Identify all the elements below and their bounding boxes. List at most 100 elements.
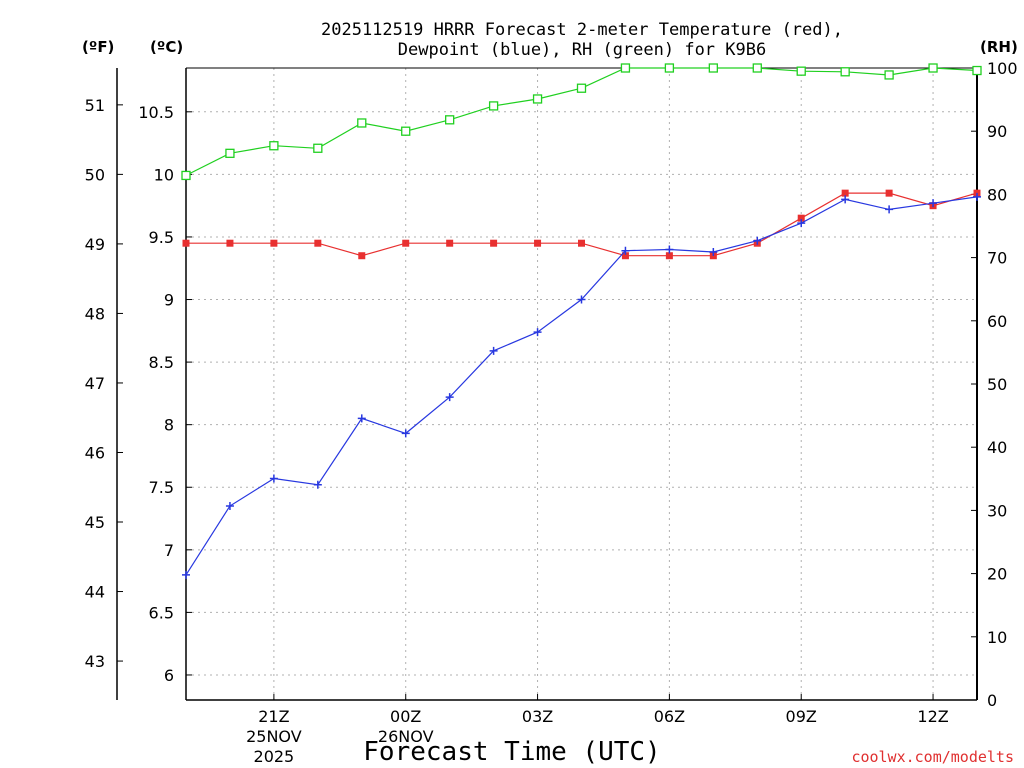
- rh-tick-label-0: 0: [987, 691, 997, 710]
- fahrenheit-tick-label-6: 49: [85, 235, 105, 254]
- dewpoint-point-12: [709, 247, 718, 256]
- dewpoint-point-9: [577, 295, 586, 304]
- celsius-tick-label-6: 9: [164, 291, 174, 310]
- rh-tick-label-4: 40: [987, 438, 1007, 457]
- x-tick-label-5: 12Z: [917, 707, 948, 726]
- temperature-point-10: [621, 252, 629, 260]
- celsius-tick-label-1: 6.5: [149, 603, 174, 622]
- credit-text: coolwx.com/modelts: [851, 748, 1014, 766]
- fahrenheit-tick-label-4: 47: [85, 374, 105, 393]
- celsius-tick-label-4: 8: [164, 416, 174, 435]
- celsius-tick-label-7: 9.5: [149, 228, 174, 247]
- celsius-tick-label-0: 6: [164, 666, 174, 685]
- temperature-point-8: [534, 239, 542, 247]
- celsius-tick-label-2: 7: [164, 541, 174, 560]
- celsius-tick-label-8: 10: [154, 165, 174, 184]
- x-tick-label-2: 03Z: [522, 707, 553, 726]
- temperature-point-1: [226, 239, 234, 247]
- rh-point-18: [972, 65, 982, 76]
- rh-tick-label-6: 60: [987, 312, 1007, 331]
- temperature-point-4: [358, 252, 366, 260]
- rh-tick-label-10: 100: [987, 59, 1018, 78]
- x-tick-date-0: 25NOV: [246, 727, 302, 746]
- fahrenheit-tick-label-0: 43: [85, 652, 105, 671]
- x-tick-year-0: 2025: [254, 747, 295, 766]
- rh-unit-label: (RH): [980, 38, 1018, 56]
- rh-point-7: [488, 101, 499, 111]
- rh-point-5: [401, 126, 411, 136]
- temperature-point-3: [314, 239, 322, 247]
- temperature-point-11: [665, 252, 673, 260]
- rh-point-3: [313, 143, 323, 153]
- rh-point-8: [532, 94, 543, 104]
- fahrenheit-tick-label-1: 44: [85, 583, 105, 602]
- dewpoint-point-0: [182, 570, 190, 579]
- temperature-point-6: [446, 239, 454, 247]
- celsius-tick-label-3: 7.5: [149, 478, 174, 497]
- dewpoint-point-1: [225, 502, 234, 511]
- fahrenheit-tick-label-3: 46: [85, 443, 105, 462]
- rh-point-17: [928, 63, 938, 73]
- dewpoint-point-16: [885, 205, 894, 214]
- dewpoint-point-17: [929, 199, 938, 208]
- rh-tick-label-9: 90: [987, 122, 1007, 141]
- rh-point-12: [708, 63, 718, 73]
- temperature-point-15: [841, 189, 849, 197]
- x-tick-label-1: 00Z: [390, 707, 421, 726]
- rh-point-4: [357, 118, 367, 128]
- dewpoint-point-18: [973, 192, 981, 201]
- title-line-2: Dewpoint (blue), RH (green) for K9B6: [398, 40, 766, 60]
- rh-point-13: [752, 63, 762, 73]
- rh-point-11: [664, 63, 675, 73]
- x-tick-label-4: 09Z: [786, 707, 817, 726]
- chart-series: [181, 63, 982, 579]
- dewpoint-point-6: [445, 393, 454, 402]
- temperature-point-5: [402, 239, 410, 247]
- dewpoint-line: [185, 196, 978, 576]
- dewpoint-point-7: [489, 346, 498, 355]
- rh-point-6: [445, 115, 455, 125]
- x-tick-label-0: 21Z: [258, 707, 289, 726]
- rh-point-16: [884, 70, 894, 80]
- rh-point-1: [225, 148, 235, 158]
- dewpoint-point-11: [665, 245, 674, 254]
- temperature-point-0: [182, 239, 190, 247]
- rh-tick-label-5: 50: [987, 375, 1007, 394]
- temperature-point-14: [797, 214, 805, 222]
- dewpoint-point-14: [797, 219, 806, 228]
- dewpoint-point-13: [753, 236, 762, 245]
- x-tick-date-1: 26NOV: [378, 727, 434, 746]
- temperature-series: [182, 189, 981, 260]
- temperature-point-9: [578, 239, 585, 247]
- dewpoint-series: [182, 192, 981, 579]
- temperature-point-7: [490, 239, 498, 247]
- fahrenheit-tick-label-5: 48: [85, 304, 105, 323]
- fahrenheit-unit-label: (ºF): [82, 38, 114, 56]
- celsius-tick-label-9: 10.5: [138, 103, 174, 122]
- dewpoint-point-8: [533, 328, 542, 337]
- rh-tick-label-3: 30: [987, 501, 1007, 520]
- rh-tick-label-1: 10: [987, 628, 1007, 647]
- x-tick-label-3: 06Z: [654, 707, 685, 726]
- dewpoint-point-10: [621, 246, 630, 255]
- rh-point-14: [796, 66, 806, 76]
- dewpoint-point-5: [401, 429, 410, 438]
- rh-tick-label-7: 70: [987, 249, 1007, 268]
- chart-title: 2025112519 HRRR Forecast 2-meter Tempera…: [321, 20, 843, 60]
- temperature-point-2: [270, 239, 278, 247]
- celsius-unit-label: (ºC): [150, 38, 183, 56]
- x-axis-label: Forecast Time (UTC): [363, 737, 660, 767]
- chart-axes: 6 6.5 7 7.5 8 8.5 9 9.5 10 10.5 43 44 45 46 47 48 49 50 51…: [85, 59, 1018, 710]
- fahrenheit-tick-label-7: 50: [85, 165, 105, 184]
- rh-point-9: [576, 83, 587, 93]
- dewpoint-point-15: [841, 195, 850, 204]
- temperature-point-16: [885, 189, 893, 197]
- fahrenheit-tick-label-8: 51: [85, 96, 105, 115]
- celsius-tick-label-5: 8.5: [149, 353, 174, 372]
- dewpoint-point-3: [313, 480, 322, 489]
- rh-series: [181, 63, 982, 181]
- dewpoint-point-2: [269, 474, 278, 483]
- fahrenheit-tick-label-2: 45: [85, 513, 105, 532]
